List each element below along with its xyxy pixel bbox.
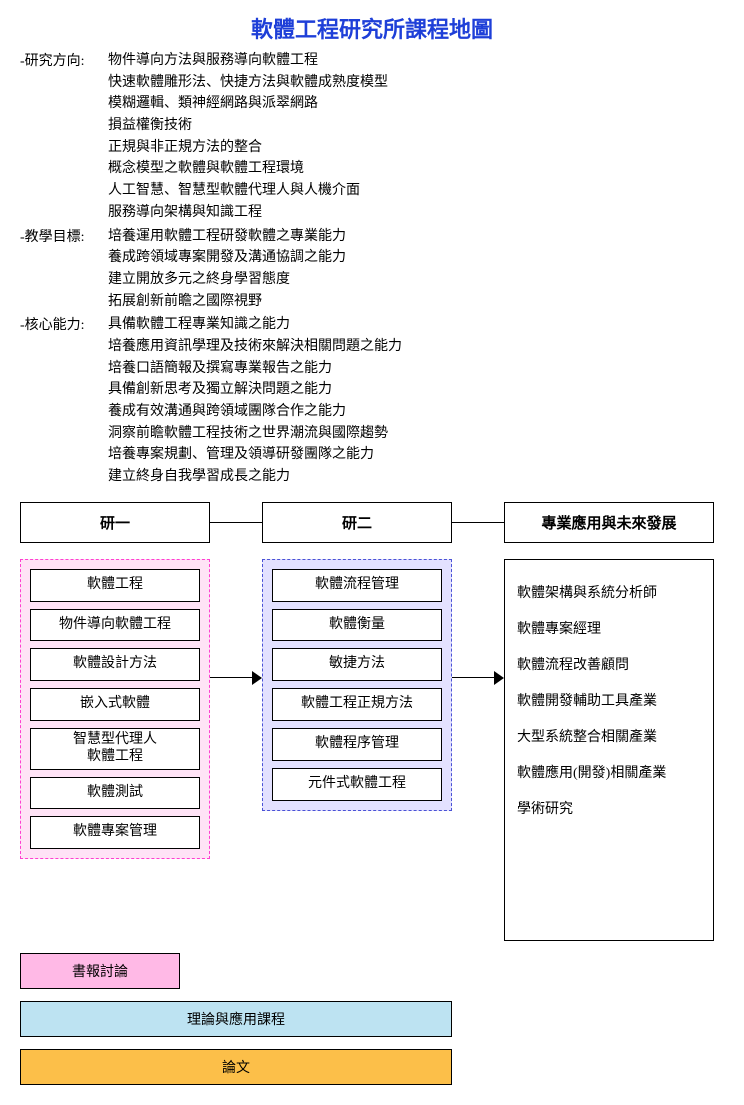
col-careers: 軟體架構與系統分析師軟體專案經理軟體流程改善顧問軟體開發輔助工具產業大型系統整合…	[504, 559, 714, 941]
careers-box: 軟體架構與系統分析師軟體專案經理軟體流程改善顧問軟體開發輔助工具產業大型系統整合…	[504, 559, 714, 941]
section-items: 培養運用軟體工程研發軟體之專業能力養成跨領域專案開發及溝通協調之能力建立開放多元…	[108, 226, 724, 313]
section-item: 養成跨領域專案開發及溝通協調之能力	[108, 247, 724, 269]
career-item: 軟體應用(開發)相關產業	[517, 762, 701, 782]
stage-2-box: 研二	[262, 502, 452, 543]
career-item: 大型系統整合相關產業	[517, 726, 701, 746]
section-label: -核心能力:	[20, 314, 108, 488]
section-item: 養成有效溝通與跨領域團隊合作之能力	[108, 401, 724, 423]
sections-block: -研究方向:物件導向方法與服務導向軟體工程快速軟體雕形法、快捷方法與軟體成熟度模…	[20, 50, 724, 488]
page-title: 軟體工程研究所課程地圖	[20, 12, 724, 44]
arrow-1-2	[210, 559, 262, 859]
course-box: 智慧型代理人軟體工程	[30, 728, 200, 770]
section-item: 快速軟體雕形法、快捷方法與軟體成熟度模型	[108, 72, 724, 94]
career-item: 軟體流程改善顧問	[517, 654, 701, 674]
course-box: 軟體工程	[30, 569, 200, 602]
career-item: 軟體架構與系統分析師	[517, 582, 701, 602]
career-item: 軟體專案經理	[517, 618, 701, 638]
legend-seminar: 書報討論	[20, 953, 180, 989]
section-item: 培養口語簡報及撰寫專業報告之能力	[108, 358, 724, 380]
section-item: 損益權衡技術	[108, 115, 724, 137]
course-box: 軟體工程正規方法	[272, 688, 442, 721]
course-box: 軟體專案管理	[30, 816, 200, 849]
columns-row: 軟體工程物件導向軟體工程軟體設計方法嵌入式軟體智慧型代理人軟體工程軟體測試軟體專…	[20, 559, 724, 941]
year2-course-group: 軟體流程管理軟體衡量敏捷方法軟體工程正規方法軟體程序管理元件式軟體工程	[262, 559, 452, 811]
course-box: 軟體測試	[30, 777, 200, 810]
section-label: -教學目標:	[20, 226, 108, 313]
section-item: 培養專案規劃、管理及領導研發團隊之能力	[108, 444, 724, 466]
section-item: 拓展創新前瞻之國際視野	[108, 291, 724, 313]
curriculum-diagram: 研一 研二 專業應用與未來發展 軟體工程物件導向軟體工程軟體設計方法嵌入式軟體智…	[20, 502, 724, 1085]
section-items: 物件導向方法與服務導向軟體工程快速軟體雕形法、快捷方法與軟體成熟度模型模糊邏輯、…	[108, 50, 724, 224]
course-box: 元件式軟體工程	[272, 768, 442, 801]
course-box: 軟體程序管理	[272, 728, 442, 761]
section-item: 具備創新思考及獨立解決問題之能力	[108, 379, 724, 401]
course-box: 敏捷方法	[272, 648, 442, 681]
section-label: -研究方向:	[20, 50, 108, 224]
section-item: 物件導向方法與服務導向軟體工程	[108, 50, 724, 72]
course-box: 軟體流程管理	[272, 569, 442, 602]
course-box: 軟體衡量	[272, 609, 442, 642]
section-item: 服務導向架構與知識工程	[108, 202, 724, 224]
career-item: 軟體開發輔助工具產業	[517, 690, 701, 710]
course-box: 物件導向軟體工程	[30, 609, 200, 642]
stage-3-box: 專業應用與未來發展	[504, 502, 714, 543]
legend-theory-applied: 理論與應用課程	[20, 1001, 452, 1037]
legend-thesis: 論文	[20, 1049, 452, 1085]
course-box: 軟體設計方法	[30, 648, 200, 681]
section-item: 建立開放多元之終身學習態度	[108, 269, 724, 291]
course-box: 嵌入式軟體	[30, 688, 200, 721]
section-item: 正規與非正規方法的整合	[108, 137, 724, 159]
section-item: 具備軟體工程專業知識之能力	[108, 314, 724, 336]
year1-course-group: 軟體工程物件導向軟體工程軟體設計方法嵌入式軟體智慧型代理人軟體工程軟體測試軟體專…	[20, 559, 210, 859]
stage-1-box: 研一	[20, 502, 210, 543]
section-item: 概念模型之軟體與軟體工程環境	[108, 158, 724, 180]
connector-2-3	[452, 522, 504, 524]
connector-1-2	[210, 522, 262, 524]
stage-header-row: 研一 研二 專業應用與未來發展	[20, 502, 724, 543]
section-item: 培養應用資訊學理及技術來解決相關問題之能力	[108, 336, 724, 358]
section-item: 培養運用軟體工程研發軟體之專業能力	[108, 226, 724, 248]
section-item: 洞察前瞻軟體工程技術之世界潮流與國際趨勢	[108, 423, 724, 445]
col-year2: 軟體流程管理軟體衡量敏捷方法軟體工程正規方法軟體程序管理元件式軟體工程	[262, 559, 452, 811]
col-year1: 軟體工程物件導向軟體工程軟體設計方法嵌入式軟體智慧型代理人軟體工程軟體測試軟體專…	[20, 559, 210, 859]
career-item: 學術研究	[517, 798, 701, 818]
arrow-2-3	[452, 559, 504, 859]
section-item: 模糊邏輯、類神經網路與派翠網路	[108, 93, 724, 115]
section-item: 建立終身自我學習成長之能力	[108, 466, 724, 488]
section-items: 具備軟體工程專業知識之能力培養應用資訊學理及技術來解決相關問題之能力培養口語簡報…	[108, 314, 724, 488]
section-item: 人工智慧、智慧型軟體代理人與人機介面	[108, 180, 724, 202]
